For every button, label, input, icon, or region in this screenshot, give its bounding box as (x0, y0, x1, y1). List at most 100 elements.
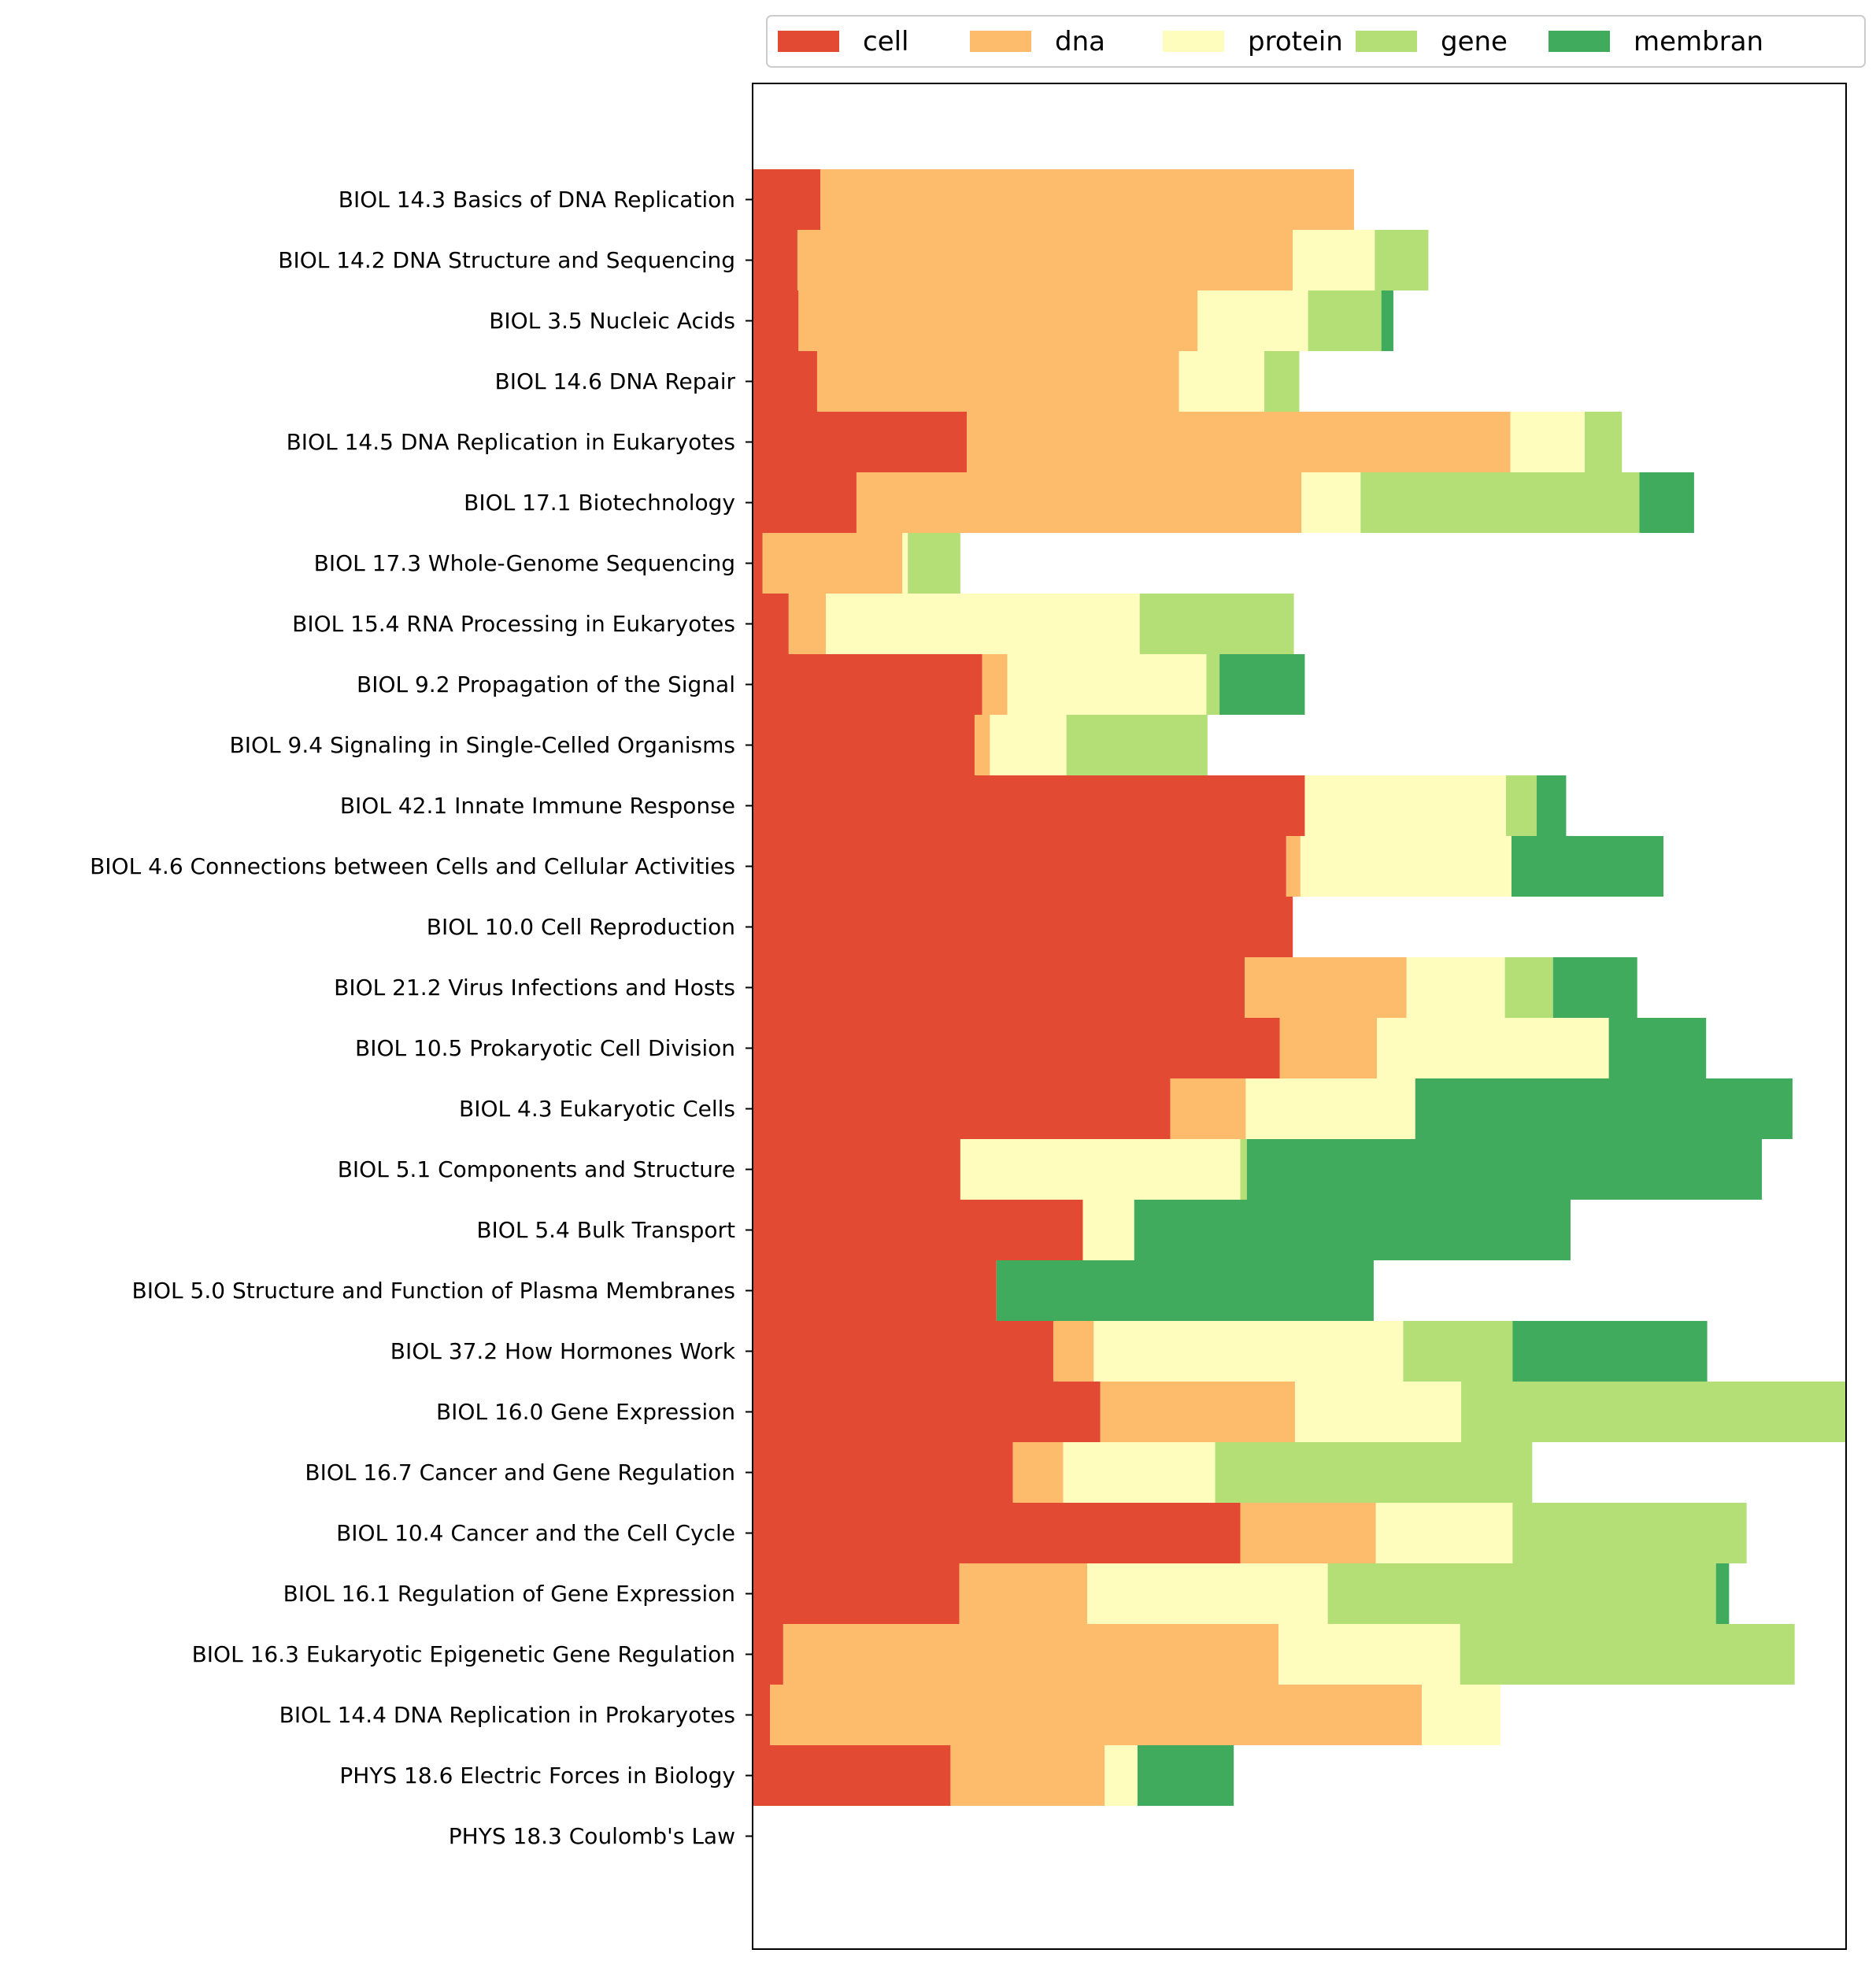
y-tick-label: BIOL 14.3 Basics of DNA Replication (339, 187, 735, 213)
legend-swatch-dna (970, 31, 1031, 52)
y-tick-label: PHYS 18.3 Coulomb's Law (449, 1823, 735, 1849)
bar-segment-gene-biol-10-4-cancer-and-the-cell-cycle (1512, 1503, 1747, 1563)
bar-segment-dna-biol-10-5-prokaryotic-cell-division (1279, 1018, 1378, 1078)
bar-segment-dna-biol-4-3-eukaryotic-cells (1170, 1078, 1246, 1139)
y-tick-label: BIOL 9.4 Signaling in Single-Celled Orga… (230, 732, 735, 758)
bar-segment-gene-biol-42-1-innate-immune-response (1506, 775, 1537, 836)
bar-segment-protein-biol-10-5-prokaryotic-cell-division (1377, 1018, 1609, 1078)
bar-segment-cell-biol-5-1-components-and-structure (753, 1139, 960, 1200)
bar-segment-gene-biol-16-0-gene-expression (1461, 1382, 1846, 1442)
bar-segment-cell-biol-10-0-cell-reproduction (753, 897, 1293, 957)
bar-segment-dna-biol-17-3-whole-genome-sequencing (762, 533, 903, 594)
bar-segment-membran-biol-5-1-components-and-structure (1246, 1139, 1763, 1200)
y-tick-label: BIOL 42.1 Innate Immune Response (340, 793, 735, 819)
y-tick-label: BIOL 16.7 Cancer and Gene Regulation (305, 1459, 735, 1485)
bar-segment-cell-biol-5-0-structure-and-function-of-plasma-membranes (753, 1260, 997, 1321)
bar-segment-cell-biol-14-3-basics-of-dna-replication (753, 169, 821, 230)
bar-segment-protein-biol-17-3-whole-genome-sequencing (902, 533, 908, 594)
y-tick-label: BIOL 17.3 Whole-Genome Sequencing (314, 550, 735, 576)
legend: cell dna protein gene membran (766, 15, 1866, 68)
bar-segment-cell-biol-4-6-connections-between-cells-and-cellular-activities (753, 836, 1286, 897)
legend-label-membran: membran (1634, 26, 1763, 57)
bar-segment-protein-biol-9-2-propagation-of-the-signal (1007, 654, 1207, 715)
y-tick-label: BIOL 10.4 Cancer and the Cell Cycle (336, 1520, 735, 1546)
bar-segment-gene-biol-9-4-signaling-in-single-celled-organisms (1066, 715, 1208, 775)
y-tick-label: BIOL 15.4 RNA Processing in Eukaryotes (292, 611, 735, 637)
y-tick-label: BIOL 10.5 Prokaryotic Cell Division (355, 1035, 735, 1061)
bar-segment-protein-biol-37-2-how-hormones-work (1093, 1321, 1404, 1382)
legend-label-dna: dna (1055, 26, 1105, 57)
bar-segment-protein-biol-10-4-cancer-and-the-cell-cycle (1375, 1503, 1513, 1563)
bar-segment-membran-biol-16-1-regulation-of-gene-expression (1715, 1563, 1730, 1624)
bar-segment-gene-biol-9-2-propagation-of-the-signal (1206, 654, 1220, 715)
bar-segment-cell-biol-5-4-bulk-transport (753, 1200, 1083, 1260)
y-tick-label: BIOL 14.6 DNA Repair (495, 368, 736, 394)
bar-segment-cell-biol-16-1-regulation-of-gene-expression (753, 1563, 960, 1624)
bar-segment-gene-biol-14-5-dna-replication-in-eukaryotes (1585, 412, 1623, 472)
y-tick-label: BIOL 16.1 Regulation of Gene Expression (283, 1581, 735, 1607)
legend-label-cell: cell (863, 26, 909, 57)
bar-segment-dna-biol-9-2-propagation-of-the-signal (982, 654, 1008, 715)
bar-segment-dna-biol-14-6-dna-repair (816, 351, 1179, 412)
plot-frame (752, 83, 1847, 1950)
bar-segment-protein-biol-4-6-connections-between-cells-and-cellular-activities (1300, 836, 1512, 897)
bar-segment-membran-biol-10-5-prokaryotic-cell-division (1608, 1018, 1707, 1078)
bar-segment-protein-biol-14-5-dna-replication-in-eukaryotes (1510, 412, 1586, 472)
bar-segment-protein-biol-16-0-gene-expression (1294, 1382, 1462, 1442)
legend-box (766, 15, 1866, 68)
y-tick-label: BIOL 3.5 Nucleic Acids (489, 308, 735, 334)
bar-segment-cell-biol-16-0-gene-expression (753, 1382, 1101, 1442)
bar-segment-dna-biol-16-1-regulation-of-gene-expression (959, 1563, 1088, 1624)
bar-segment-cell-biol-37-2-how-hormones-work (753, 1321, 1053, 1382)
bar-segment-dna-biol-37-2-how-hormones-work (1053, 1321, 1094, 1382)
bar-segment-cell-biol-16-7-cancer-and-gene-regulation (753, 1442, 1013, 1503)
bar-segment-protein-biol-16-1-regulation-of-gene-expression (1087, 1563, 1328, 1624)
bars-layer (753, 169, 1846, 1806)
bar-segment-dna-biol-4-6-connections-between-cells-and-cellular-activities (1286, 836, 1301, 897)
bar-segment-dna-biol-3-5-nucleic-acids (798, 290, 1198, 351)
y-tick-label: BIOL 5.1 Components and Structure (338, 1156, 735, 1182)
bar-segment-dna-biol-14-5-dna-replication-in-eukaryotes (967, 412, 1511, 472)
bar-segment-membran-biol-5-4-bulk-transport (1134, 1200, 1571, 1260)
bar-segment-gene-biol-14-2-dna-structure-and-sequencing (1375, 230, 1429, 290)
bar-segment-protein-biol-14-2-dna-structure-and-sequencing (1293, 230, 1375, 290)
bar-segment-dna-phys-18-6-electric-forces-in-biology (950, 1745, 1105, 1806)
bar-segment-gene-biol-17-3-whole-genome-sequencing (908, 533, 960, 594)
bar-segment-protein-biol-5-1-components-and-structure (960, 1139, 1241, 1200)
bar-segment-dna-biol-16-3-eukaryotic-epigenetic-gene-regulation (783, 1624, 1279, 1685)
bar-segment-cell-biol-9-4-signaling-in-single-celled-organisms (753, 715, 975, 775)
bar-segment-dna-biol-15-4-rna-processing-in-eukaryotes (788, 594, 827, 654)
bar-segment-protein-biol-21-2-virus-infections-and-hosts (1406, 957, 1505, 1018)
bar-segment-dna-biol-9-4-signaling-in-single-celled-organisms (974, 715, 990, 775)
bar-segment-cell-biol-14-2-dna-structure-and-sequencing (753, 230, 797, 290)
y-tick-label: BIOL 17.1 Biotechnology (464, 490, 735, 516)
y-tick-label: BIOL 4.3 Eukaryotic Cells (459, 1096, 735, 1122)
bar-segment-dna-biol-14-3-basics-of-dna-replication (820, 169, 1354, 230)
bar-segment-protein-biol-4-3-eukaryotic-cells (1245, 1078, 1415, 1139)
bar-segment-protein-biol-15-4-rna-processing-in-eukaryotes (826, 594, 1140, 654)
bar-segment-protein-phys-18-6-electric-forces-in-biology (1105, 1745, 1138, 1806)
bar-segment-gene-biol-16-1-regulation-of-gene-expression (1327, 1563, 1716, 1624)
y-tick-label: BIOL 10.0 Cell Reproduction (427, 914, 735, 940)
legend-swatch-membran (1549, 31, 1610, 52)
y-tick-label: BIOL 5.0 Structure and Function of Plasm… (132, 1278, 735, 1304)
bar-segment-dna-biol-16-0-gene-expression (1100, 1382, 1295, 1442)
y-tick-label: PHYS 18.6 Electric Forces in Biology (339, 1763, 735, 1789)
bar-segment-protein-biol-14-4-dna-replication-in-prokaryotes (1422, 1685, 1501, 1745)
bar-segment-membran-biol-5-0-structure-and-function-of-plasma-membranes (996, 1260, 1374, 1321)
bar-segment-cell-biol-10-5-prokaryotic-cell-division (753, 1018, 1280, 1078)
bar-segment-cell-biol-10-4-cancer-and-the-cell-cycle (753, 1503, 1241, 1563)
y-tick-label: BIOL 21.2 Virus Infections and Hosts (334, 975, 735, 1001)
bar-segment-dna-biol-16-7-cancer-and-gene-regulation (1012, 1442, 1064, 1503)
bar-segment-protein-biol-3-5-nucleic-acids (1197, 290, 1308, 351)
bar-segment-membran-biol-42-1-innate-immune-response (1536, 775, 1567, 836)
legend-swatch-gene (1356, 31, 1417, 52)
bar-segment-dna-biol-14-2-dna-structure-and-sequencing (797, 230, 1293, 290)
bar-segment-gene-biol-15-4-rna-processing-in-eukaryotes (1139, 594, 1294, 654)
bar-segment-membran-biol-9-2-propagation-of-the-signal (1219, 654, 1305, 715)
bar-segment-membran-biol-17-1-biotechnology (1639, 472, 1694, 533)
bar-segment-dna-biol-14-4-dna-replication-in-prokaryotes (770, 1685, 1423, 1745)
y-tick-label: BIOL 9.2 Propagation of the Signal (357, 671, 735, 697)
bar-segment-membran-phys-18-6-electric-forces-in-biology (1137, 1745, 1234, 1806)
y-tick-label: BIOL 16.3 Eukaryotic Epigenetic Gene Reg… (192, 1641, 735, 1667)
